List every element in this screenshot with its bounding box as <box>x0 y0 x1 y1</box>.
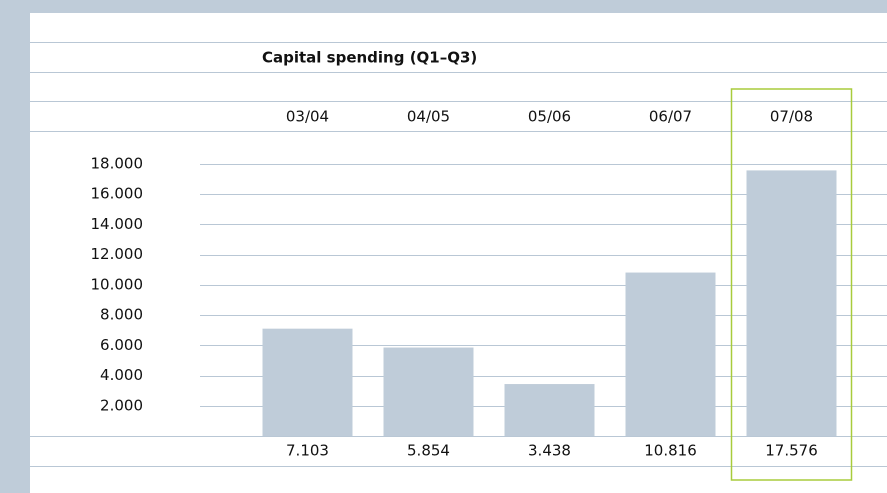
x-tick-label: 07/08 <box>770 108 813 126</box>
value-label: 7.103 <box>286 442 329 460</box>
value-label: 10.816 <box>644 442 697 460</box>
y-tick-label: 2.000 <box>100 396 143 414</box>
chart-title: Capital spending (Q1–Q3) <box>262 49 477 67</box>
x-tick-label: 06/07 <box>649 108 692 126</box>
x-tick-label: 05/06 <box>528 108 571 126</box>
y-tick-label: 8.000 <box>100 306 143 324</box>
x-tick-label: 04/05 <box>407 108 450 126</box>
highlight-box <box>730 88 853 481</box>
value-label: 5.854 <box>407 442 450 460</box>
bar <box>383 347 474 436</box>
y-tick-label: 10.000 <box>91 275 144 293</box>
bar <box>262 328 353 436</box>
y-tick-label: 16.000 <box>91 185 144 203</box>
value-label: 3.438 <box>528 442 571 460</box>
y-tick-label: 18.000 <box>91 155 144 173</box>
y-tick-label: 12.000 <box>91 245 144 263</box>
bar <box>746 170 837 436</box>
value-label: 17.576 <box>765 442 818 460</box>
bar <box>504 384 595 436</box>
bar <box>625 272 716 436</box>
x-tick-label: 03/04 <box>286 108 329 126</box>
y-tick-label: 6.000 <box>100 336 143 354</box>
y-tick-label: 14.000 <box>91 215 144 233</box>
y-tick-label: 4.000 <box>100 366 143 384</box>
